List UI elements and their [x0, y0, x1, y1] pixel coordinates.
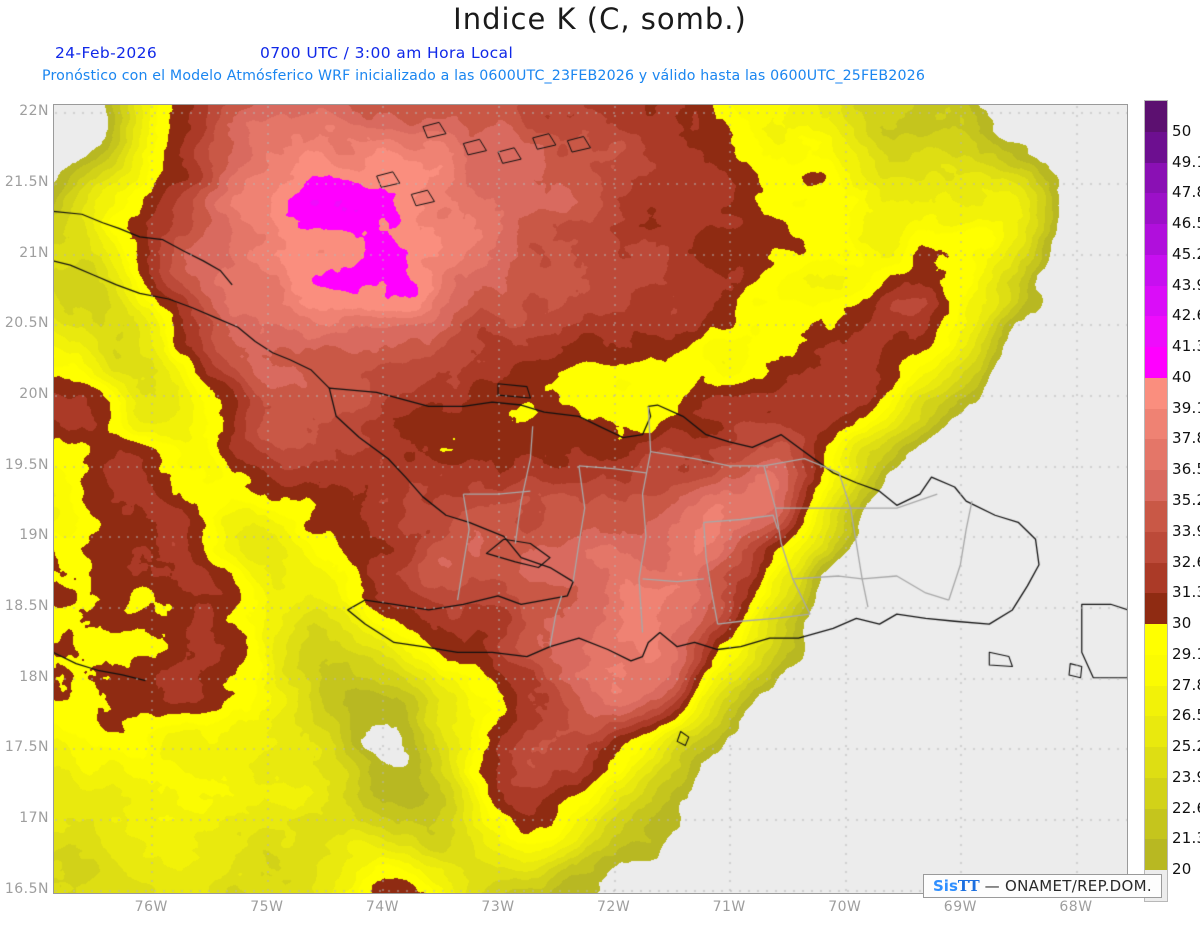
colorbar-segment [1145, 501, 1167, 534]
colorbar-segment [1145, 408, 1167, 441]
forecast-time: 0700 UTC / 3:00 am Hora Local [260, 44, 514, 62]
lat-tick-label: 21.5N [4, 174, 49, 191]
colorbar-segment [1145, 193, 1167, 226]
colorbar-tick-label: 47.8 [1172, 183, 1200, 202]
lon-tick-label: 71W [712, 899, 746, 915]
colorbar-segment [1145, 101, 1167, 134]
lon-tick-label: 70W [828, 899, 862, 915]
colorbar-segment [1145, 470, 1167, 503]
lat-tick-label: 18.5N [4, 598, 49, 615]
lat-tick-label: 17.5N [4, 739, 49, 756]
colorbar-tick-label: 22.6 [1172, 798, 1200, 817]
colorbar-segment [1145, 654, 1167, 688]
colorbar-tick-label: 26.5 [1172, 706, 1200, 725]
colorbar-segment [1145, 808, 1167, 841]
logo-agency-text: — ONAMET/REP.DOM. [984, 877, 1152, 895]
colorbar-tick-label: 42.6 [1172, 306, 1200, 325]
colorbar-tick-label: 50 [1172, 121, 1192, 140]
date-time-line: 24-Feb-2026 0700 UTC / 3:00 am Hora Local [55, 44, 1055, 62]
lat-tick-label: 19N [19, 527, 49, 544]
colorbar-tick-label: 21.3 [1172, 829, 1200, 848]
colorbar-tick-label: 43.9 [1172, 275, 1200, 294]
colorbar-tick-label: 30 [1172, 614, 1192, 633]
colorbar-tick-label: 32.6 [1172, 552, 1200, 571]
colorbar-tick-label: 45.2 [1172, 244, 1200, 263]
colorbar-segment [1145, 347, 1167, 380]
colorbar-segment [1145, 839, 1167, 872]
lon-tick-label: 69W [943, 899, 977, 915]
colorbar-segment [1145, 531, 1167, 565]
colorbar-tick-label: 40 [1172, 367, 1192, 386]
colorbar[interactable] [1144, 100, 1168, 902]
onamet-logo: Sis TT — ONAMET/REP.DOM. [923, 874, 1162, 898]
lon-tick-label: 74W [365, 899, 400, 915]
colorbar-tick-label: 49.1 [1172, 152, 1200, 171]
lat-tick-label: 17N [19, 810, 49, 827]
colorbar-segment [1145, 254, 1167, 288]
colorbar-tick-label: 46.5 [1172, 214, 1200, 233]
colorbar-segment [1145, 624, 1167, 657]
colorbar-segment [1145, 747, 1167, 780]
model-subtitle: Pronóstico con el Modelo Atmósferico WRF… [42, 68, 925, 84]
colorbar-tick-label: 41.3 [1172, 337, 1200, 356]
forecast-date: 24-Feb-2026 [55, 44, 158, 62]
k-index-field [53, 104, 1128, 894]
logo-sis-text: Sis [933, 877, 958, 895]
lon-tick-label: 72W [597, 899, 631, 915]
lon-tick-label: 73W [481, 899, 515, 915]
colorbar-tick-label: 20 [1172, 860, 1192, 879]
colorbar-segment [1145, 685, 1167, 718]
colorbar-tick-label: 25.2 [1172, 737, 1200, 756]
colorbar-segment [1145, 777, 1167, 811]
colorbar-tick-label: 27.8 [1172, 675, 1200, 694]
colorbar-tick-label: 31.3 [1172, 583, 1200, 602]
colorbar-segment [1145, 593, 1167, 626]
lat-tick-label: 16.5N [4, 880, 49, 897]
colorbar-tick-label: 37.8 [1172, 429, 1200, 448]
lon-tick-label: 75W [250, 899, 284, 915]
colorbar-segment [1145, 316, 1167, 349]
lat-tick-label: 20.5N [4, 315, 49, 332]
colorbar-segment [1145, 377, 1167, 411]
colorbar-tick-label: 33.9 [1172, 521, 1200, 540]
logo-tt-icon: TT [957, 877, 980, 895]
colorbar-segment [1145, 562, 1167, 595]
map-plot-area[interactable] [53, 104, 1128, 894]
colorbar-segment [1145, 162, 1167, 195]
page-title: Indice K (C, somb.) [453, 2, 747, 36]
colorbar-segment [1145, 439, 1167, 472]
colorbar-tick-label: 23.9 [1172, 767, 1200, 786]
lat-tick-label: 19.5N [4, 456, 49, 473]
lat-tick-label: 18N [19, 668, 49, 685]
lon-tick-label: 68W [1059, 899, 1093, 915]
colorbar-tick-label: 39.1 [1172, 398, 1200, 417]
lat-tick-label: 22N [19, 103, 49, 120]
colorbar-segment [1145, 285, 1167, 318]
lat-tick-label: 21N [19, 244, 49, 261]
colorbar-segment [1145, 131, 1167, 165]
colorbar-tick-label: 36.5 [1172, 460, 1200, 479]
colorbar-tick-label: 29.1 [1172, 644, 1200, 663]
lat-tick-label: 20N [19, 386, 49, 403]
colorbar-tick-label: 35.2 [1172, 491, 1200, 509]
colorbar-segment [1145, 716, 1167, 749]
lon-tick-label: 76W [134, 899, 168, 915]
colorbar-segment [1145, 224, 1167, 257]
